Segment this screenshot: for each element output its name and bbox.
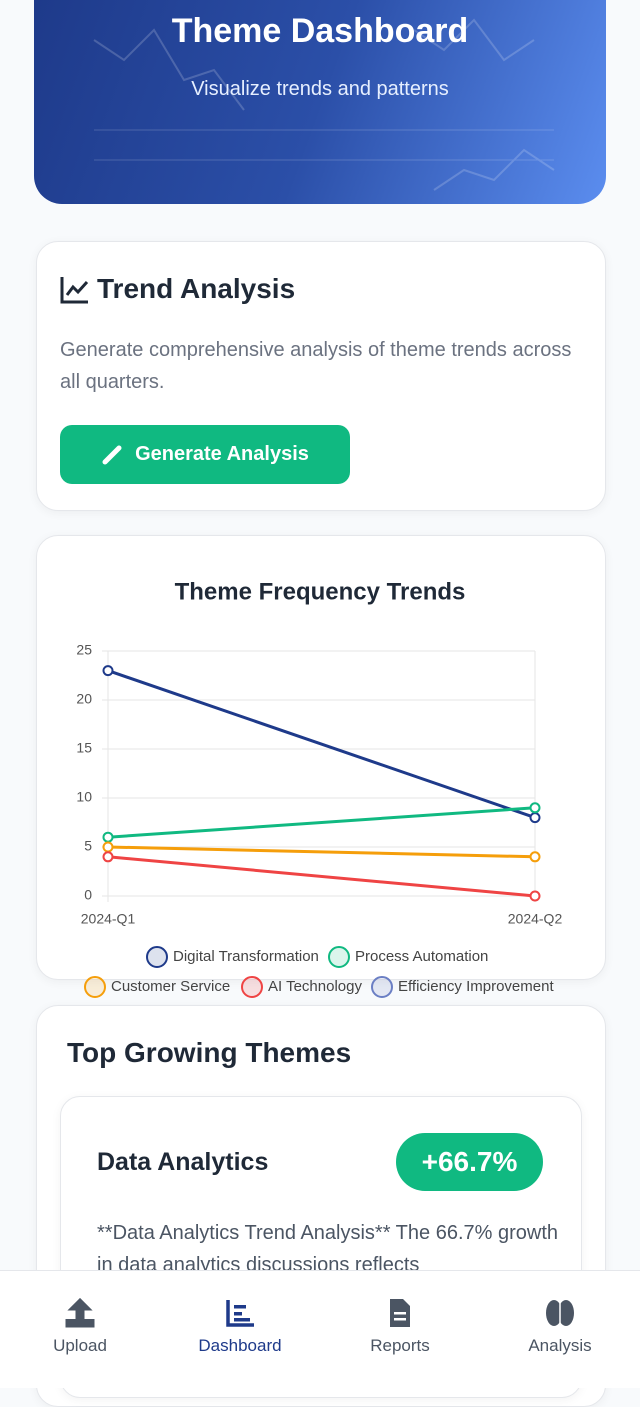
pencil-icon <box>102 445 122 464</box>
series-line <box>107 845 536 859</box>
series-line <box>107 855 536 898</box>
chart: Theme Frequency Trends 0 5 10 15 20 25 2024-Q1… <box>76 578 563 998</box>
legend-swatch <box>328 946 350 968</box>
theme-name: Data Analytics <box>97 1148 269 1176</box>
upload-icon <box>65 1297 95 1328</box>
legend-swatch <box>146 946 168 968</box>
chart-icon <box>60 277 89 304</box>
chart-card <box>36 535 606 980</box>
y-tick-label: 5 <box>84 838 92 854</box>
y-tick-label: 15 <box>76 740 92 756</box>
hero-decoration <box>93 18 555 191</box>
generate-button[interactable]: Generate Analysis <box>60 425 350 484</box>
legend-swatch <box>84 976 106 998</box>
y-tick-label: 20 <box>76 691 92 707</box>
y-tick-label: 25 <box>76 642 92 658</box>
data-point <box>529 802 541 814</box>
legend-swatch <box>371 976 393 998</box>
nav-label: Dashboard <box>198 1336 282 1355</box>
legend-label: Digital Transformation <box>173 948 319 965</box>
data-point <box>102 831 114 843</box>
y-tick-label: 10 <box>76 789 92 805</box>
data-point <box>529 890 541 902</box>
bottom-nav: Upload Dashboard Reports Analysis <box>0 1270 640 1388</box>
x-tick-label: 2024-Q1 <box>81 911 136 927</box>
hero-subtitle: Visualize trends and patterns <box>191 78 449 100</box>
chart-title: Theme Frequency Trends <box>175 578 466 605</box>
nav-dashboard[interactable]: Dashboard <box>160 1271 320 1388</box>
data-point <box>102 841 114 853</box>
series-line <box>107 669 536 820</box>
reports-icon <box>390 1299 410 1327</box>
legend-label: Customer Service <box>111 978 230 995</box>
growing-title: Top Growing Themes <box>67 1037 352 1068</box>
brain-icon <box>546 1300 574 1326</box>
x-tick-label: 2024-Q2 <box>508 911 563 927</box>
legend-label: Process Automation <box>355 948 488 965</box>
hero-banner: Theme Dashboard Visualize trends and pat… <box>34 0 606 204</box>
legend-swatch <box>241 976 263 998</box>
data-point <box>102 665 114 677</box>
nav-label: Analysis <box>528 1336 592 1355</box>
series-line <box>107 806 536 839</box>
trend-title: Trend Analysis <box>97 273 296 304</box>
data-point <box>529 812 541 824</box>
growth-badge: +66.7% <box>396 1133 543 1191</box>
nav-label: Upload <box>53 1336 107 1355</box>
data-point <box>529 851 541 863</box>
nav-reports[interactable]: Reports <box>320 1271 480 1388</box>
hero-title: Theme Dashboard <box>171 12 469 50</box>
y-tick-label: 0 <box>84 887 92 903</box>
button-label: Generate Analysis <box>135 443 309 465</box>
dashboard-icon <box>226 1300 254 1327</box>
legend-label: AI Technology <box>268 978 362 995</box>
legend-label: Efficiency Improvement <box>398 978 554 995</box>
data-point <box>102 851 114 863</box>
nav-upload[interactable]: Upload <box>0 1271 160 1388</box>
trend-description: Generate comprehensive analysis of theme… <box>60 339 572 393</box>
nav-label: Reports <box>370 1336 430 1355</box>
nav-analysis[interactable]: Analysis <box>480 1271 640 1388</box>
